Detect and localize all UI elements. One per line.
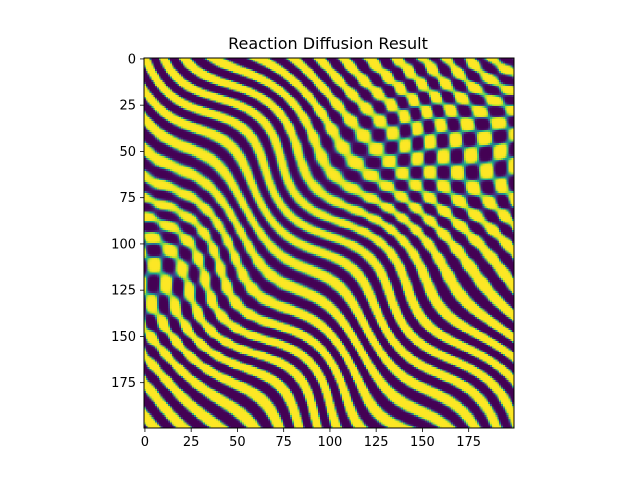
y-axis: 0 25 50 75 100 125 150 175 [111, 52, 144, 391]
y-tick-label: 25 [119, 99, 136, 114]
x-tick-label: 25 [183, 435, 200, 450]
x-tick-label: 125 [364, 435, 389, 450]
heatmap-image [144, 58, 514, 428]
axes-frame [143, 57, 515, 429]
x-tick-label: 150 [410, 435, 435, 450]
y-tick-label: 150 [111, 330, 136, 345]
y-tick-label: 75 [119, 191, 136, 206]
y-tick-label: 50 [119, 145, 136, 160]
chart-title: Reaction Diffusion Result [228, 34, 428, 53]
plot-area [143, 57, 515, 429]
x-tick-label: 75 [275, 435, 292, 450]
x-tick-label: 100 [318, 435, 343, 450]
y-tick-label: 0 [128, 52, 136, 67]
x-axis: 0 25 50 75 100 125 150 175 [141, 428, 481, 450]
y-tick-label: 100 [111, 237, 136, 252]
x-tick-label: 50 [229, 435, 246, 450]
x-tick-label: 175 [456, 435, 481, 450]
y-tick-label: 125 [111, 284, 136, 299]
y-tick-label: 175 [111, 376, 136, 391]
x-tick-label: 0 [141, 435, 149, 450]
heatmap-container [144, 58, 514, 428]
